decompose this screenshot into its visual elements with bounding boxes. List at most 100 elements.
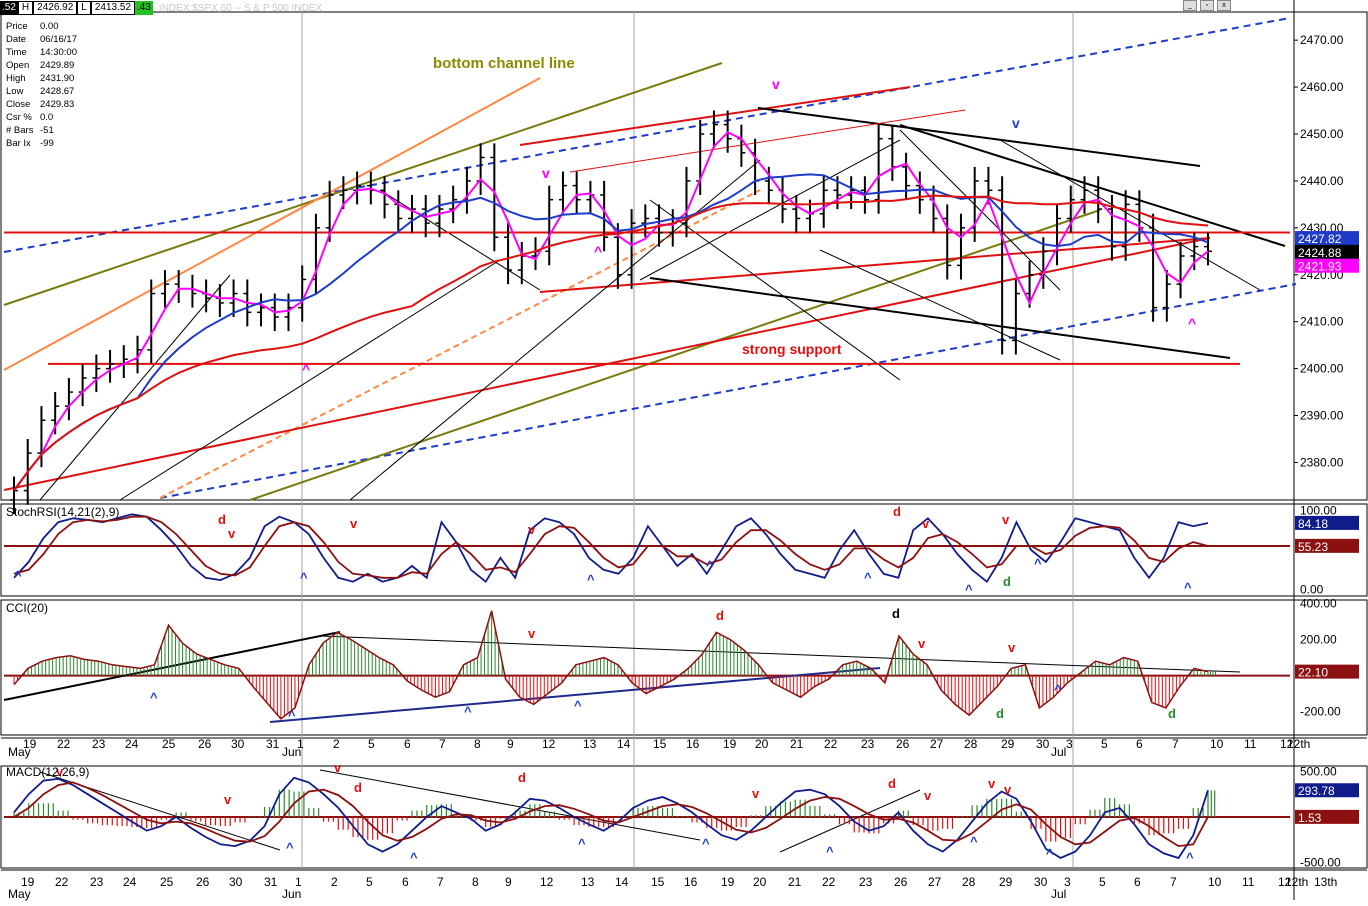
thin-black-9 — [379, 189, 541, 291]
date-tick-label-lower: 28 — [962, 875, 976, 889]
minimize-icon[interactable]: _ — [1183, 0, 1197, 11]
date-tick-label-lower: 5 — [366, 875, 373, 889]
date-tick-label-lower: 27 — [928, 875, 942, 889]
date-tick-label-lower: 26 — [196, 875, 210, 889]
info-row: # Bars -51 — [6, 124, 84, 137]
stoch-d-line — [13, 515, 1209, 579]
info-row: Close 2429.83 — [6, 98, 84, 111]
stoch-marker: v — [922, 516, 930, 531]
stoch-marker: d — [893, 504, 901, 519]
cci-marker: d — [716, 608, 724, 623]
thin-black-4 — [639, 139, 901, 281]
macd-marker: d — [518, 770, 526, 785]
header-value-2: 2413.52 — [90, 1, 136, 15]
date-tick-label-upper: 16 — [686, 737, 700, 751]
chart-header: .52 H 2426.92 L 2413.52 .43 INDEX:$SPX,6… — [0, 0, 322, 16]
info-row: Csr % 0.0 — [6, 111, 84, 124]
macd-marker: d — [354, 780, 362, 795]
date-tick-label-upper: 23 — [92, 737, 106, 751]
label-layer: bottom channel line strong support StochRS… — [6, 55, 842, 779]
macd-tick-label: 500.00 — [1300, 764, 1337, 778]
date-tick-label-upper: 20 — [755, 737, 769, 751]
month-label-upper: Jun — [282, 745, 301, 759]
date-tick-label-lower: 11 — [1242, 875, 1255, 889]
macd-marker: v — [1004, 782, 1012, 797]
ma-mid-line — [13, 173, 1209, 492]
lower-blue-channel — [159, 283, 1297, 499]
price-tick-label: 2400.00 — [1300, 362, 1344, 376]
price-marker: v — [772, 76, 780, 92]
red-trend-upper — [519, 86, 911, 146]
date-tick-label-lower: 12 — [1278, 875, 1292, 889]
macd-tick-label: -500.00 — [1300, 856, 1341, 870]
stoch-marker: ^ — [1184, 580, 1192, 595]
cci-line — [13, 610, 1209, 720]
macd-marker: v — [752, 786, 760, 801]
price-badge-label: 2427.82 — [1298, 232, 1342, 246]
macd-marker: v — [224, 792, 232, 807]
stoch-k-line — [13, 513, 1209, 584]
date-tick-label-upper: 7 — [1172, 737, 1179, 751]
info-key: Close — [6, 99, 31, 110]
cci-marker: v — [918, 636, 926, 651]
date-tick-label-upper: 30 — [1036, 737, 1050, 751]
cci-blue-trend — [269, 667, 881, 723]
date-tick-label-upper: 22 — [57, 737, 71, 751]
date-tick-label-lower: 30 — [229, 875, 243, 889]
date-tick-label-upper: 26 — [198, 737, 212, 751]
upper-blue-channel — [3, 17, 1291, 253]
stoch-tick-label: 0.00 — [1300, 583, 1324, 597]
thin-black-1 — [39, 274, 231, 501]
price-badge — [1295, 244, 1359, 259]
ma-long-line — [13, 194, 1209, 492]
price-badge-label: 2421.93 — [1298, 260, 1342, 274]
macd-marker: v — [924, 788, 932, 803]
info-value: 2428.67 — [40, 86, 75, 97]
date-tick-label-lower: 29 — [999, 875, 1013, 889]
date-tick-label-upper: 29 — [1001, 737, 1015, 751]
date-tick-label-lower: 8 — [472, 875, 479, 889]
thin-black-8 — [999, 139, 1261, 291]
cci-marker: ^ — [150, 690, 158, 705]
date-tick-label-upper: 21 — [790, 737, 804, 751]
cci-marker: ^ — [464, 704, 472, 719]
date-tick-label-upper: 1 — [297, 737, 304, 751]
date-tick-label-upper: 25 — [162, 737, 176, 751]
info-key: High — [6, 73, 26, 84]
info-value: 06/16/17 — [40, 34, 77, 45]
info-value: 0.0 — [40, 112, 54, 123]
date-tick-label-upper: 14 — [617, 737, 631, 751]
date-tick-label-upper: 6 — [404, 737, 411, 751]
date-tick-label-upper: 24 — [125, 737, 139, 751]
price-tick-label: 2450.00 — [1300, 127, 1344, 141]
cci-tick-label: -200.00 — [1300, 705, 1341, 719]
chart-title: INDEX:$SPX,60 -- S & P 500 INDEX — [158, 2, 323, 14]
cci-badge — [1295, 664, 1359, 679]
info-row: Price 0.00 — [6, 20, 84, 33]
thin-black-2 — [119, 259, 501, 501]
date-tick-label-upper: 6 — [1136, 737, 1143, 751]
info-value: -99 — [40, 138, 54, 149]
restore-icon[interactable]: ▫ — [1200, 0, 1214, 11]
info-value: 2431.90 — [40, 73, 75, 84]
date-tick-label-upper: 5 — [368, 737, 375, 751]
cci-tick-label: 200.00 — [1300, 633, 1337, 647]
info-key: # Bars — [6, 125, 34, 136]
info-value: 14:30:00 — [40, 47, 77, 58]
date-tick-label-upper: 12th — [1287, 737, 1310, 751]
info-key: Csr % — [6, 112, 32, 123]
macd-label: MACD(12,26,9) — [6, 765, 89, 779]
date-tick-label-upper: 7 — [439, 737, 446, 751]
date-tick-label-upper: 30 — [231, 737, 245, 751]
black-trend-right — [899, 124, 1286, 247]
date-tick-label-lower: 12 — [540, 875, 554, 889]
header-flag: H — [17, 1, 34, 15]
date-tick-label-upper: 26 — [896, 737, 910, 751]
orange-channel-upper — [3, 77, 541, 371]
thin-red-line — [569, 109, 966, 173]
price-badge-label: 2424.88 — [1298, 246, 1342, 260]
close-icon[interactable]: x — [1217, 0, 1231, 11]
date-tick-label-lower: 21 — [788, 875, 802, 889]
date-tick-label-lower: 10 — [1208, 875, 1222, 889]
price-tick-label: 2470.00 — [1300, 33, 1344, 47]
